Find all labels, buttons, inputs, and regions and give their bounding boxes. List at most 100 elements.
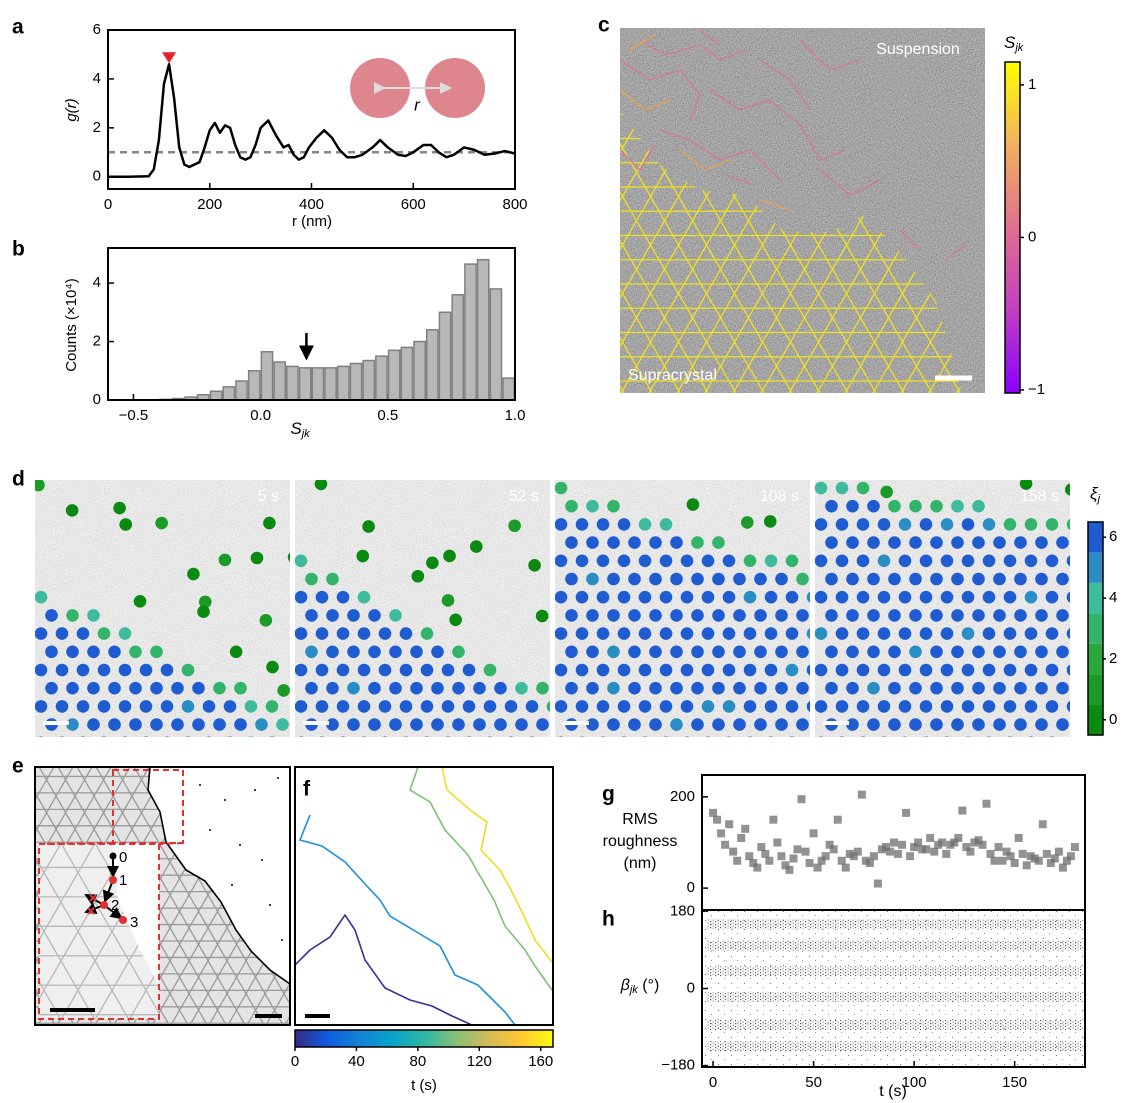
- particle: [410, 718, 423, 731]
- particle: [87, 681, 100, 695]
- x-axis-label: Sjk: [290, 419, 310, 439]
- point: [938, 838, 947, 847]
- bar: [425, 329, 439, 401]
- particle: [229, 645, 243, 659]
- particle: [1003, 700, 1017, 713]
- particle: [319, 736, 325, 737]
- particle: [122, 736, 128, 737]
- particle: [357, 627, 371, 640]
- particle: [856, 590, 870, 604]
- particle: [877, 554, 891, 568]
- particle: [508, 736, 514, 737]
- particle: [835, 627, 849, 640]
- particle: [108, 718, 121, 731]
- particle: [565, 609, 578, 622]
- particle: [815, 700, 828, 713]
- colorbar-level: [1088, 522, 1103, 553]
- particle: [494, 681, 507, 695]
- particle: [712, 609, 725, 622]
- point: [934, 840, 943, 849]
- particle: [555, 627, 568, 640]
- particle: [691, 681, 704, 695]
- particle: [877, 590, 891, 604]
- particle: [712, 718, 725, 731]
- particle: [326, 609, 339, 622]
- point: [765, 856, 774, 865]
- particle: [1045, 627, 1059, 640]
- particle: [546, 700, 550, 712]
- particle: [806, 591, 810, 603]
- particle: [607, 609, 620, 622]
- colorbar-tick-label: −1: [1028, 381, 1045, 398]
- particle: [846, 609, 859, 622]
- particle: [898, 518, 912, 531]
- particle: [691, 572, 704, 586]
- particle: [701, 663, 715, 677]
- particle: [775, 718, 788, 731]
- particle: [763, 515, 777, 528]
- particle: [670, 536, 683, 549]
- particle: [638, 663, 652, 677]
- particle: [686, 498, 700, 511]
- particle: [420, 700, 434, 713]
- particle: [295, 554, 308, 568]
- particle: [807, 737, 820, 750]
- colorbar-label: t (s): [411, 1077, 437, 1094]
- point: [885, 847, 894, 856]
- particle: [555, 663, 568, 677]
- particle: [972, 609, 985, 622]
- point: [733, 856, 742, 865]
- particle: [399, 627, 413, 640]
- panel-frame: [294, 766, 554, 1026]
- particle: [642, 736, 648, 737]
- particle: [722, 627, 736, 640]
- particle: [785, 700, 799, 713]
- particle: [536, 681, 549, 695]
- bar: [273, 361, 287, 401]
- particle: [565, 536, 578, 549]
- particle: [701, 700, 715, 713]
- point: [793, 845, 802, 854]
- particle: [295, 663, 308, 677]
- particle: [586, 681, 599, 695]
- particle: [649, 536, 662, 549]
- particle: [1003, 663, 1017, 677]
- particle: [1049, 736, 1055, 737]
- bar: [387, 349, 401, 401]
- point: [869, 852, 878, 861]
- particle: [764, 590, 778, 604]
- particle: [596, 663, 610, 677]
- particle: [565, 572, 578, 586]
- particle: [1014, 572, 1027, 586]
- particle: [835, 554, 849, 568]
- particle: [628, 572, 641, 586]
- particle: [315, 627, 329, 640]
- colorbar-tick-label: 0: [1028, 228, 1036, 245]
- particle: [961, 518, 975, 531]
- point: [809, 829, 818, 838]
- particle: [856, 663, 870, 677]
- x-tick-label: 800: [502, 196, 527, 213]
- particle: [97, 700, 111, 713]
- particle: [993, 718, 1006, 731]
- particle: [347, 609, 360, 622]
- colorbar-tick-label: 1: [1028, 76, 1036, 93]
- particle: [368, 718, 381, 731]
- angle-band: [706, 940, 1081, 951]
- particle: [712, 681, 725, 695]
- particle: [825, 681, 838, 695]
- particle: [223, 700, 237, 713]
- particle: [1003, 590, 1017, 604]
- particle: [775, 609, 788, 622]
- particle: [733, 609, 746, 622]
- particle: [1003, 518, 1017, 531]
- point: [1014, 833, 1023, 842]
- particle: [691, 645, 704, 659]
- point: [813, 863, 822, 872]
- particle: [1066, 518, 1070, 530]
- particle: [596, 700, 610, 713]
- particle: [888, 645, 901, 659]
- point: [849, 852, 858, 861]
- particle: [940, 663, 954, 677]
- particle: [143, 736, 149, 737]
